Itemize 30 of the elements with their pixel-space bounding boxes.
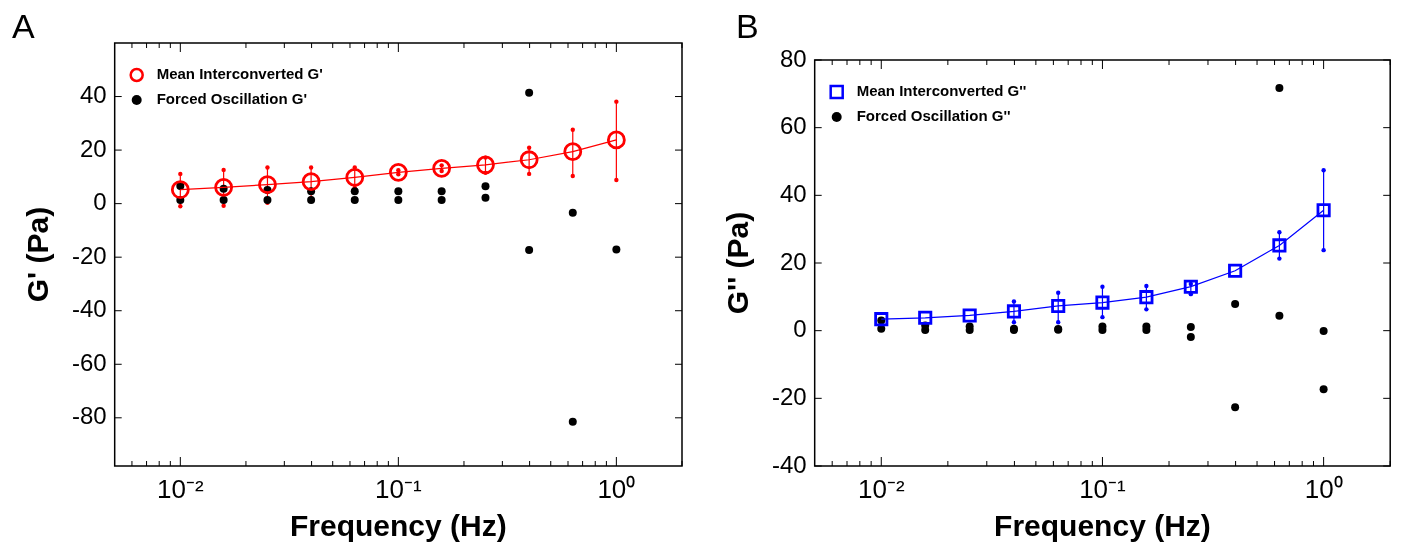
y-axis-title: G' (Pa) bbox=[21, 206, 55, 303]
x-tick-label: 10⁰ bbox=[597, 474, 636, 505]
y-tick-label: 20 bbox=[79, 134, 107, 162]
y-tick-label: -60 bbox=[72, 348, 107, 376]
legend-label: Forced Oscillation G'' bbox=[856, 107, 1011, 125]
y-tick-label: -80 bbox=[72, 402, 107, 430]
chart-title: B bbox=[736, 7, 759, 46]
y-tick-label: 60 bbox=[779, 112, 807, 140]
y-tick-label: 20 bbox=[779, 247, 807, 275]
y-tick-label: -40 bbox=[772, 450, 807, 478]
y-tick-label: -20 bbox=[72, 241, 107, 269]
y-tick-label: -40 bbox=[72, 295, 107, 323]
chart-title: A bbox=[12, 7, 35, 46]
x-tick-label: 10⁰ bbox=[1304, 474, 1343, 505]
y-tick-label: -20 bbox=[772, 382, 807, 410]
x-tick-label: 10⁻¹ bbox=[375, 474, 422, 505]
x-tick-label: 10⁻² bbox=[157, 474, 204, 505]
x-tick-label: 10⁻¹ bbox=[1079, 474, 1127, 505]
y-tick-label: 40 bbox=[779, 179, 807, 207]
legend-label: Mean Interconverted G' bbox=[156, 65, 323, 83]
x-axis-title: Frequency (Hz) bbox=[289, 509, 507, 543]
y-tick-label: 0 bbox=[93, 188, 107, 216]
y-tick-label: 80 bbox=[779, 44, 807, 72]
y-tick-label: 40 bbox=[79, 81, 107, 109]
legend-label: Forced Oscillation G' bbox=[156, 90, 307, 108]
legend-label: Mean Interconverted G'' bbox=[856, 82, 1027, 100]
x-tick-label: 10⁻² bbox=[857, 474, 905, 505]
x-axis-title: Frequency (Hz) bbox=[994, 509, 1211, 543]
y-axis-title: G'' (Pa) bbox=[721, 211, 755, 315]
y-tick-label: 0 bbox=[793, 315, 807, 343]
